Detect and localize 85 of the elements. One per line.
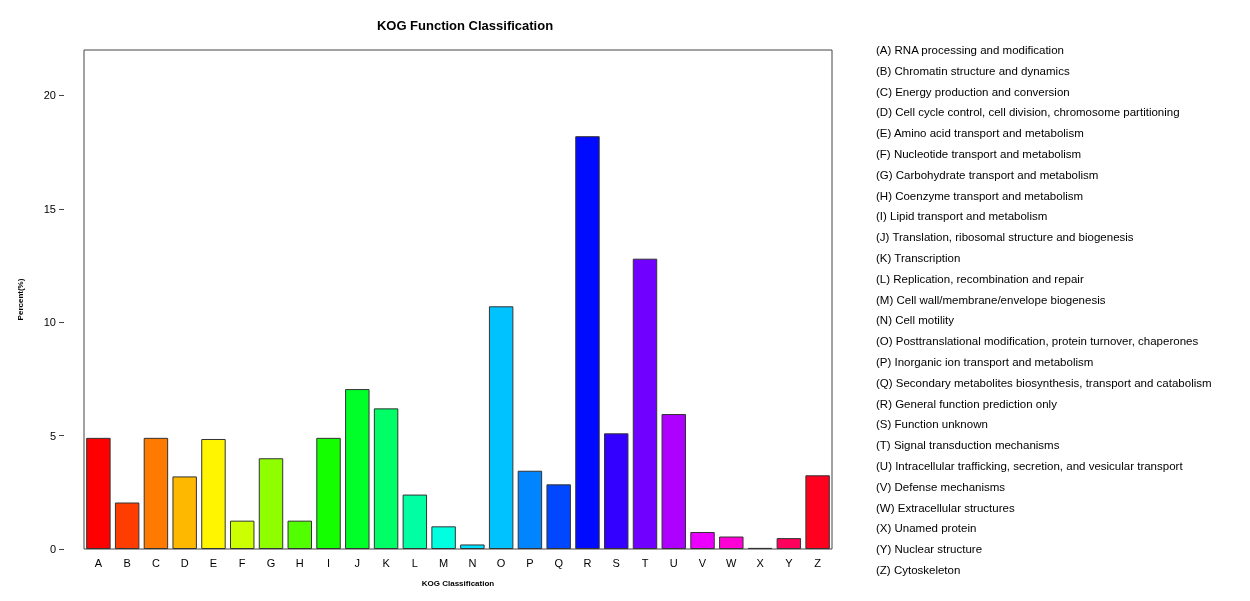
x-tick-label: D <box>180 556 189 569</box>
x-tick-label: B <box>123 556 131 569</box>
bar <box>373 408 399 549</box>
bar <box>143 437 169 549</box>
x-tick-label: F <box>238 556 246 569</box>
bar <box>546 484 571 549</box>
bar <box>345 389 370 549</box>
bar <box>719 536 744 549</box>
text: (I) Lipid transport and metabolism <box>876 210 1048 223</box>
x-tick-label: R <box>583 556 592 569</box>
text: (T) Signal transduction mechanisms <box>876 439 1060 452</box>
x-tick-label: L <box>411 556 418 569</box>
x-tick-label: Y <box>785 556 794 569</box>
bar <box>460 544 485 549</box>
text: (A) RNA processing and modification <box>876 44 1064 56</box>
text: (S) Function unknown <box>876 418 988 431</box>
x-tick-label: S <box>612 556 620 569</box>
text: (M) Cell wall/membrane/envelope biogenesis <box>876 293 1106 306</box>
text: (D) Cell cycle control, cell division, chromosome partitioning <box>876 106 1180 119</box>
text: (R) General function prediction only <box>876 397 1058 410</box>
x-tick-label: A <box>94 556 103 569</box>
bar <box>431 526 456 549</box>
text: (F) Nucleotide transport and metabolism <box>876 148 1082 160</box>
bar <box>517 470 543 549</box>
bar <box>114 502 140 549</box>
text: (B) Chromatin structure and dynamics <box>876 64 1070 77</box>
x-tick-label: E <box>209 556 218 569</box>
x-tick-label: T <box>641 556 649 569</box>
text: (Z) Cytoskeleton <box>876 564 961 576</box>
text: (Q) Secondary metabolites biosynthesis, transport and catabolism <box>876 376 1212 389</box>
text: (O) Posttranslational modification, protein turnover, chaperones <box>876 335 1199 348</box>
bar <box>690 531 715 549</box>
x-tick-label: O <box>496 556 506 569</box>
x-tick-label: V <box>698 556 707 569</box>
bar <box>632 258 658 549</box>
text: (W) Extracellular structures <box>876 501 1015 514</box>
y-tick-label: 20 <box>43 89 56 102</box>
bar <box>805 475 830 549</box>
text: (J) Translation, ribosomal structure and biogenesis <box>876 231 1134 244</box>
bar <box>575 136 600 549</box>
x-tick-label: P <box>526 556 534 569</box>
text: (E) Amino acid transport and metabolism <box>876 127 1084 140</box>
bar <box>86 437 111 549</box>
bar <box>776 538 802 549</box>
text: (N) Cell motility <box>876 314 955 327</box>
bar <box>201 438 226 549</box>
bar <box>172 476 197 549</box>
bar <box>402 494 428 549</box>
x-axis-title: KOG Classification <box>421 578 495 588</box>
bar <box>258 458 284 549</box>
x-tick-label: K <box>382 556 391 569</box>
x-tick-label: H <box>295 556 304 569</box>
text: (Y) Nuclear structure <box>876 543 983 556</box>
y-tick-label: 0 <box>49 543 56 555</box>
text: (V) Defense mechanisms <box>876 480 1006 493</box>
bar <box>661 414 686 549</box>
text: (U) Intracellular trafficking, secretion, and vesicular transport <box>876 460 1184 472</box>
x-tick-label: N <box>468 556 477 569</box>
text: (L) Replication, recombination and repair <box>876 272 1084 285</box>
y-tick-label: 10 <box>43 316 56 329</box>
x-tick-label: M <box>439 556 449 569</box>
text: (G) Carbohydrate transport and metabolism <box>876 168 1099 181</box>
x-tick-label: X <box>756 556 765 569</box>
x-tick-label: I <box>327 556 331 569</box>
chart-title: KOG Function Classification <box>376 18 554 33</box>
x-tick-label: C <box>151 556 160 569</box>
text: (X) Unamed protein <box>876 522 977 535</box>
y-axis-title: Percent(%) <box>15 278 25 321</box>
bar <box>230 520 255 549</box>
x-tick-label: J <box>354 556 361 569</box>
bar <box>316 437 341 549</box>
text: (P) Inorganic ion transport and metabolism <box>876 356 1094 368</box>
x-tick-label: W <box>726 556 738 569</box>
x-tick-label: Q <box>554 556 564 569</box>
text: (C) Energy production and conversion <box>876 85 1070 98</box>
x-tick-label: U <box>669 556 678 569</box>
y-tick-label: 15 <box>43 202 56 215</box>
x-tick-label: G <box>266 556 276 569</box>
x-tick-label: Z <box>814 556 822 569</box>
y-tick-label: 5 <box>49 429 56 442</box>
bar <box>488 306 514 549</box>
text: (K) Transcription <box>876 252 961 264</box>
bar <box>604 433 629 549</box>
text: (H) Coenzyme transport and metabolism <box>876 189 1084 202</box>
bar <box>287 520 312 549</box>
